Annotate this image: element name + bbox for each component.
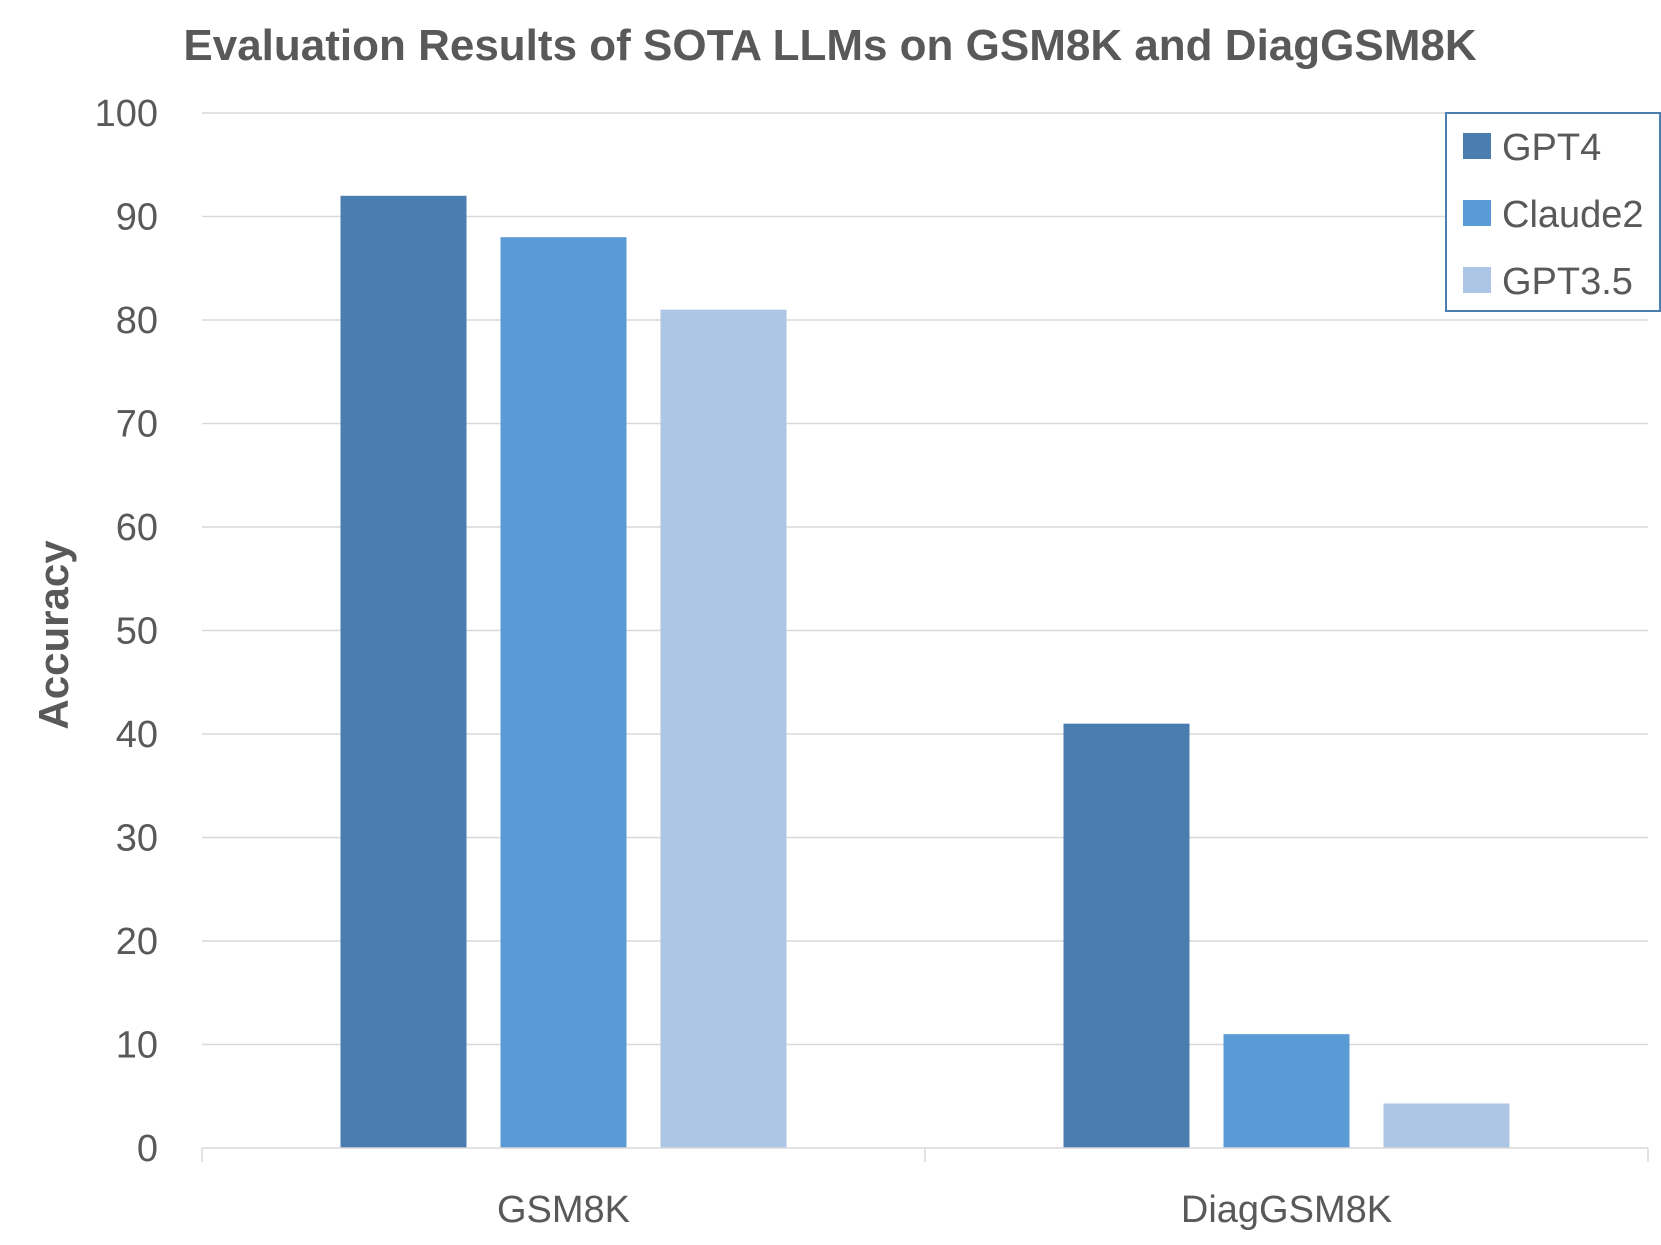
x-category-label: DiagGSM8K	[1181, 1189, 1392, 1231]
x-axis: GSM8K DiagGSM8K	[201, 1147, 1649, 1231]
y-axis-ticks: 0 10 20 30 40 50 60 70 80 90 100	[95, 93, 158, 1170]
y-tick-label: 50	[116, 611, 158, 653]
y-tick-label: 90	[116, 197, 158, 239]
legend-swatch	[1463, 267, 1491, 293]
bar-gpt4-diaggsm8k	[1063, 723, 1190, 1148]
legend-label: Claude2	[1502, 194, 1644, 236]
y-tick-label: 60	[116, 507, 158, 549]
y-tick-label: 10	[116, 1025, 158, 1067]
bar-claude2-diaggsm8k	[1223, 1034, 1350, 1148]
y-tick-label: 40	[116, 714, 158, 756]
bar-gpt35-diaggsm8k	[1383, 1103, 1510, 1148]
y-tick-label: 30	[116, 818, 158, 860]
y-tick-label: 20	[116, 921, 158, 963]
y-axis-label: Accuracy	[30, 540, 77, 730]
legend-swatch	[1463, 200, 1491, 226]
bar-claude2-gsm8k	[500, 237, 627, 1148]
bar-gpt35-gsm8k	[660, 309, 787, 1148]
bar-gpt4-gsm8k	[340, 195, 467, 1149]
legend-swatch	[1463, 133, 1491, 159]
chart-title: Evaluation Results of SOTA LLMs on GSM8K…	[183, 21, 1476, 70]
x-category-label: GSM8K	[497, 1189, 630, 1231]
legend-label: GPT3.5	[1502, 261, 1633, 303]
bars	[340, 195, 1510, 1149]
legend-label: GPT4	[1502, 127, 1601, 169]
y-tick-label: 100	[95, 93, 158, 135]
y-tick-label: 0	[137, 1128, 158, 1170]
y-tick-label: 70	[116, 404, 158, 446]
y-tick-label: 80	[116, 300, 158, 342]
legend: GPT4 Claude2 GPT3.5	[1445, 112, 1661, 312]
